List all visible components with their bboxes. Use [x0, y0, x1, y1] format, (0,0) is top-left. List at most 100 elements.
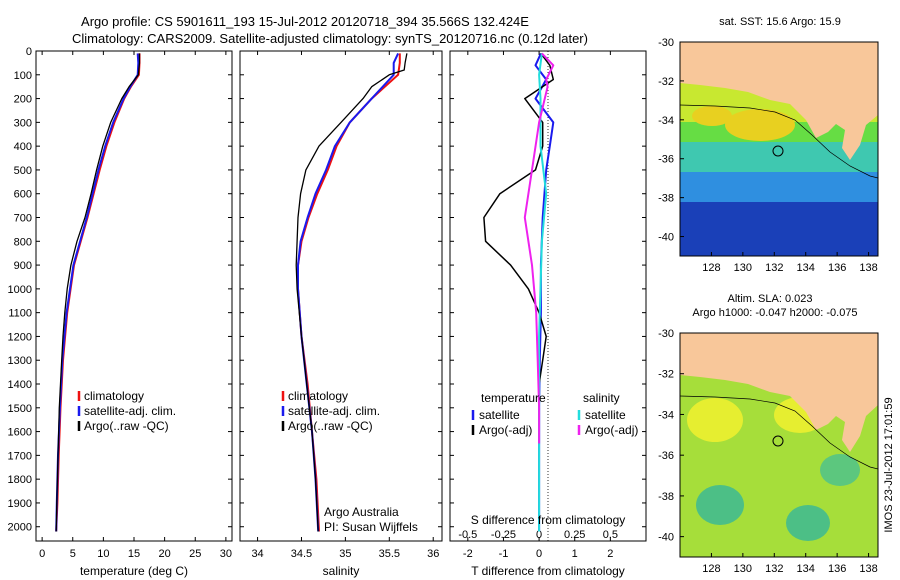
s-tick-label: -0.25: [491, 529, 516, 541]
sst-land: [680, 42, 878, 160]
depth-tick-label: 600: [14, 189, 32, 201]
map-lon-label: 132: [765, 262, 783, 274]
t-difference-label: T difference from climatology: [471, 564, 625, 578]
depth-tick-label: 1300: [8, 355, 32, 367]
sla-low-patch-1: [696, 485, 744, 525]
x-tick-label: 20: [159, 548, 171, 560]
map-lat-label: -38: [658, 491, 674, 503]
legend-group-salinity: salinity: [583, 391, 620, 405]
legend-entry: satellite: [479, 408, 520, 422]
sla-argo-marker: [772, 435, 784, 447]
x-tick-label: 0: [536, 548, 542, 560]
legend-entry: climatology: [84, 389, 144, 403]
x-tick-label: 35.5: [379, 548, 400, 560]
x-tick-label: 25: [189, 548, 201, 560]
altimetry-map-image: [680, 333, 878, 557]
map-lat-label: -34: [658, 115, 674, 127]
header-line-1: Argo profile: CS 5901611_193 15-Jul-2012…: [81, 14, 529, 29]
x-tick-label: -2: [463, 548, 473, 560]
sla-bathymetry-contour: [680, 395, 878, 470]
depth-tick-label: 900: [14, 260, 32, 272]
x-tick-label: -1: [499, 548, 509, 560]
legend-entry: climatology: [288, 389, 348, 403]
x-tick-label: 34: [251, 548, 263, 560]
depth-tick-label: 500: [14, 165, 32, 177]
x-tick-label: 10: [97, 548, 109, 560]
sst-argo-marker: [772, 145, 784, 157]
map-lon-label: 136: [828, 563, 846, 575]
sst-map-title: sat. SST: 15.6 Argo: 15.9: [719, 16, 841, 28]
temperature-ticks: 0100200300400500600700800900100011001200…: [8, 46, 232, 560]
x-tick-label: 2: [607, 548, 613, 560]
depth-tick-label: 200: [14, 94, 32, 106]
salinity-plot-frame: [239, 50, 443, 542]
map-lat-label: -38: [658, 193, 674, 205]
x-tick-label: 15: [128, 548, 140, 560]
x-tick-label: 35: [339, 548, 351, 560]
depth-tick-label: 1900: [8, 498, 32, 510]
legend-entry: satellite-adj. clim.: [288, 404, 380, 418]
x-tick-label: 34.5: [291, 548, 312, 560]
imos-credit: IMOS 23-Jul-2012 17:01:59: [883, 397, 895, 532]
legend-entry: Argo(..raw -QC): [288, 419, 373, 433]
argo-australia-annotation: Argo Australia: [324, 505, 399, 519]
map-lon-label: 134: [797, 563, 815, 575]
map-lon-label: 134: [797, 262, 815, 274]
salinity-x-label: salinity: [323, 564, 360, 578]
map-lat-label: -30: [658, 37, 674, 49]
map-lon-label: 130: [734, 262, 752, 274]
difference-legend: temperature salinitysatelliteArgo(-adj)sa…: [471, 391, 638, 437]
x-tick-label: 0: [39, 548, 45, 560]
x-tick-label: 5: [70, 548, 76, 560]
altimetry-map-ticks: 128 130 132 134 136 138 -30 -32 -34 -36 -38 -40: [658, 328, 878, 575]
sst-bathymetry-contour: [680, 104, 878, 179]
salinity-ticks: 34 34.5 35 35.5 36: [240, 50, 442, 560]
depth-tick-label: 400: [14, 141, 32, 153]
legend-entry: satellite-adj. clim.: [84, 404, 176, 418]
temperature-x-label: temperature (deg C): [80, 564, 188, 578]
map-lat-label: -32: [658, 369, 674, 381]
x-tick-label: 1: [572, 548, 578, 560]
depth-tick-label: 1200: [8, 331, 32, 343]
map-lon-label: 128: [702, 563, 720, 575]
temperature-profiles: [55, 53, 141, 532]
depth-tick-label: 1100: [8, 308, 32, 320]
header-line-2: Climatology: CARS2009. Satellite-adjuste…: [72, 31, 588, 46]
legend-entry: Argo(-adj): [585, 423, 638, 437]
depth-tick-label: 1500: [8, 403, 32, 415]
temperature-argo-adj-line: [483, 52, 555, 408]
temperature-plot-frame: [35, 50, 233, 542]
sst-map-panel: sat. SST: 15.6 Argo: 15.9 128 130 132 134 13…: [658, 16, 879, 274]
depth-tick-label: 800: [14, 236, 32, 248]
x-tick-label: 30: [220, 548, 232, 560]
legend-entry: satellite: [585, 408, 626, 422]
salinity-panel: 34 34.5 35 35.5 36 climatologysatellite-adj.…: [239, 50, 443, 578]
legend-group-temperature: temperature: [481, 391, 546, 405]
difference-ticks: -2 -1 0 1 2 -0.5 -0.25 0 0.25 0.5: [450, 50, 646, 560]
x-tick-label: 36: [427, 548, 439, 560]
map-lon-label: 132: [765, 563, 783, 575]
temperature-panel: 0100200300400500600700800900100011001200…: [8, 46, 233, 578]
difference-plot-frame: [449, 50, 647, 542]
depth-tick-label: 1000: [8, 284, 32, 296]
s-tick-label: 0.25: [564, 529, 585, 541]
s-difference-label: S difference from climatology: [471, 513, 626, 527]
s-tick-label: 0: [536, 529, 542, 541]
legend-entry: Argo(-adj): [479, 423, 532, 437]
map-lon-label: 128: [702, 262, 720, 274]
s-tick-label: -0.5: [458, 529, 477, 541]
altimetry-map-subtitle: Argo h1000: -0.047 h2000: -0.075: [692, 307, 857, 319]
map-lat-label: -32: [658, 76, 674, 88]
salinity-argo-adj-line: [523, 52, 555, 444]
depth-tick-label: 100: [14, 70, 32, 82]
altimetry-map-panel: Altim. SLA: 0.023 Argo h1000: -0.047 h20…: [658, 293, 879, 575]
s-tick-label: 0.5: [603, 529, 618, 541]
map-lat-label: -34: [658, 409, 674, 421]
map-lat-label: -40: [658, 532, 674, 544]
sla-low-patch-3: [820, 454, 860, 486]
map-lat-label: -30: [658, 328, 674, 340]
depth-tick-label: 1800: [8, 474, 32, 486]
sst-warm-patch: [725, 109, 795, 141]
argo-raw-qc-line: [55, 53, 141, 532]
